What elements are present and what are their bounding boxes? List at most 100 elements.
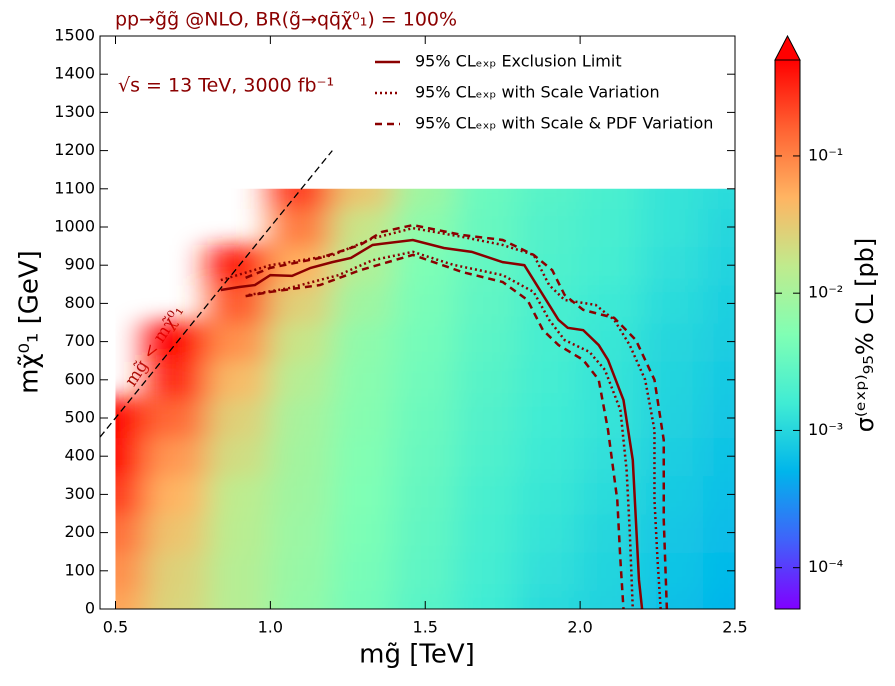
heatmap-cell: [517, 474, 582, 515]
heatmap-cell: [393, 436, 458, 477]
heatmap-cell: [517, 206, 582, 248]
legend-label: 95% CLₑₓₚ with Scale Variation: [415, 83, 660, 102]
heatmap-cell: [269, 206, 334, 248]
heatmap-cell: [269, 588, 334, 610]
heatmap-cell: [331, 512, 396, 553]
contour-line: [220, 238, 644, 610]
heatmap-cell: [579, 474, 644, 515]
heatmap-cell: [517, 588, 582, 610]
heatmap-cell: [207, 512, 272, 553]
plot-frame: [99, 35, 736, 610]
heatmap-cell: [455, 436, 520, 477]
heatmap-cell: [393, 474, 458, 515]
x-axis-label: mg̃ [TeV]: [359, 640, 475, 670]
heatmap-cell: [145, 474, 210, 515]
heatmap-cell: [393, 359, 458, 400]
colorbar-tick-label: 10⁻⁴: [808, 557, 843, 576]
heatmap-cell: [145, 512, 210, 553]
contour-line: [245, 223, 669, 610]
heatmap-cell: [393, 550, 458, 591]
heatmap-cell: [269, 474, 334, 515]
heatmap-cell: [579, 588, 644, 610]
heatmap-cell: [393, 397, 458, 439]
heatmap-cell: [579, 321, 644, 362]
heatmap-cell: [641, 588, 706, 610]
heatmap-cell: [145, 588, 210, 610]
legend-label: 95% CLₑₓₚ Exclusion Limit: [415, 52, 622, 71]
heatmap-cell: [579, 550, 644, 591]
heatmap-cell: [641, 550, 706, 591]
heatmap-cell: [269, 359, 334, 400]
heatmap-cell: [455, 188, 520, 209]
heatmap-cell: [115, 588, 148, 610]
heatmap-cell: [579, 206, 644, 248]
heatmap-cell: [579, 283, 644, 324]
heatmap-cell: [207, 474, 272, 515]
heatmap-cell: [517, 512, 582, 553]
reference-line: [99, 150, 333, 438]
heatmap-cell: [115, 436, 148, 477]
y-tick-label: 1000: [54, 217, 95, 236]
y-tick-label: 300: [64, 484, 95, 503]
heatmap-cell: [703, 588, 736, 610]
x-tick-label: 1.0: [258, 618, 283, 637]
y-tick-label: 400: [64, 446, 95, 465]
heatmap-cell: [269, 397, 334, 439]
heatmap-area: [115, 188, 736, 610]
heatmap-cell: [115, 512, 148, 553]
colorbar-extend: [774, 34, 801, 61]
y-tick-label: 100: [64, 560, 95, 579]
heatmap-cell: [641, 474, 706, 515]
heatmap-cell: [641, 245, 706, 286]
heatmap-cell: [455, 512, 520, 553]
heatmap-cell: [517, 359, 582, 400]
heatmap-cell: [455, 283, 520, 324]
heatmap-cell: [115, 550, 148, 591]
heatmap-cell: [115, 397, 148, 439]
heatmap-cell: [115, 474, 148, 515]
heatmap-cell: [393, 188, 458, 209]
heatmap-cell: [393, 512, 458, 553]
x-tick-label: 2.5: [722, 618, 747, 637]
legend-label: 95% CLₑₓₚ with Scale & PDF Variation: [415, 114, 713, 133]
heatmap-cell: [393, 245, 458, 286]
y-tick-label: 800: [64, 293, 95, 312]
heatmap-cell: [641, 283, 706, 324]
heatmap-cell: [207, 321, 272, 362]
heatmap-cell: [145, 359, 210, 400]
y-tick-label: 200: [64, 522, 95, 541]
heatmap-cell: [331, 188, 396, 209]
x-tick-label: 0.5: [103, 618, 128, 637]
heatmap-cell: [393, 588, 458, 610]
chart-title: pp→g̃g̃ @NLO, BR(g̃→qq̄χ̃⁰₁) = 100%: [115, 9, 457, 31]
heatmap-cell: [269, 512, 334, 553]
colorbar: [774, 59, 801, 610]
heatmap-cell: [517, 436, 582, 477]
heatmap-cell: [207, 397, 272, 439]
heatmap-cell: [517, 550, 582, 591]
heatmap-cell: [331, 436, 396, 477]
y-tick-label: 500: [64, 408, 95, 427]
heatmap-cell: [331, 206, 396, 248]
heatmap-cell: [455, 588, 520, 610]
heatmap-cell: [641, 188, 706, 209]
heatmap-cell: [207, 588, 272, 610]
y-tick-label: 1100: [54, 178, 95, 197]
heatmap-cell: [207, 436, 272, 477]
heatmap-cell: [393, 283, 458, 324]
contour-line: [248, 250, 635, 610]
heatmap-cell: [269, 436, 334, 477]
y-tick-label: 700: [64, 331, 95, 350]
colorbar-label: σ⁽ᵉˣᵖ⁾₉₅% CL [pb]: [851, 238, 879, 433]
heatmap-cell: [269, 188, 334, 209]
heatmap-cell: [145, 397, 210, 439]
heatmap-cell: [269, 321, 334, 362]
heatmap-cell: [331, 397, 396, 439]
heatmap-cell: [641, 206, 706, 248]
heatmap-cell: [579, 512, 644, 553]
heatmap-cell: [331, 474, 396, 515]
heatmap-cell: [703, 188, 736, 209]
colorbar-tick-label: 10⁻¹: [808, 145, 843, 164]
